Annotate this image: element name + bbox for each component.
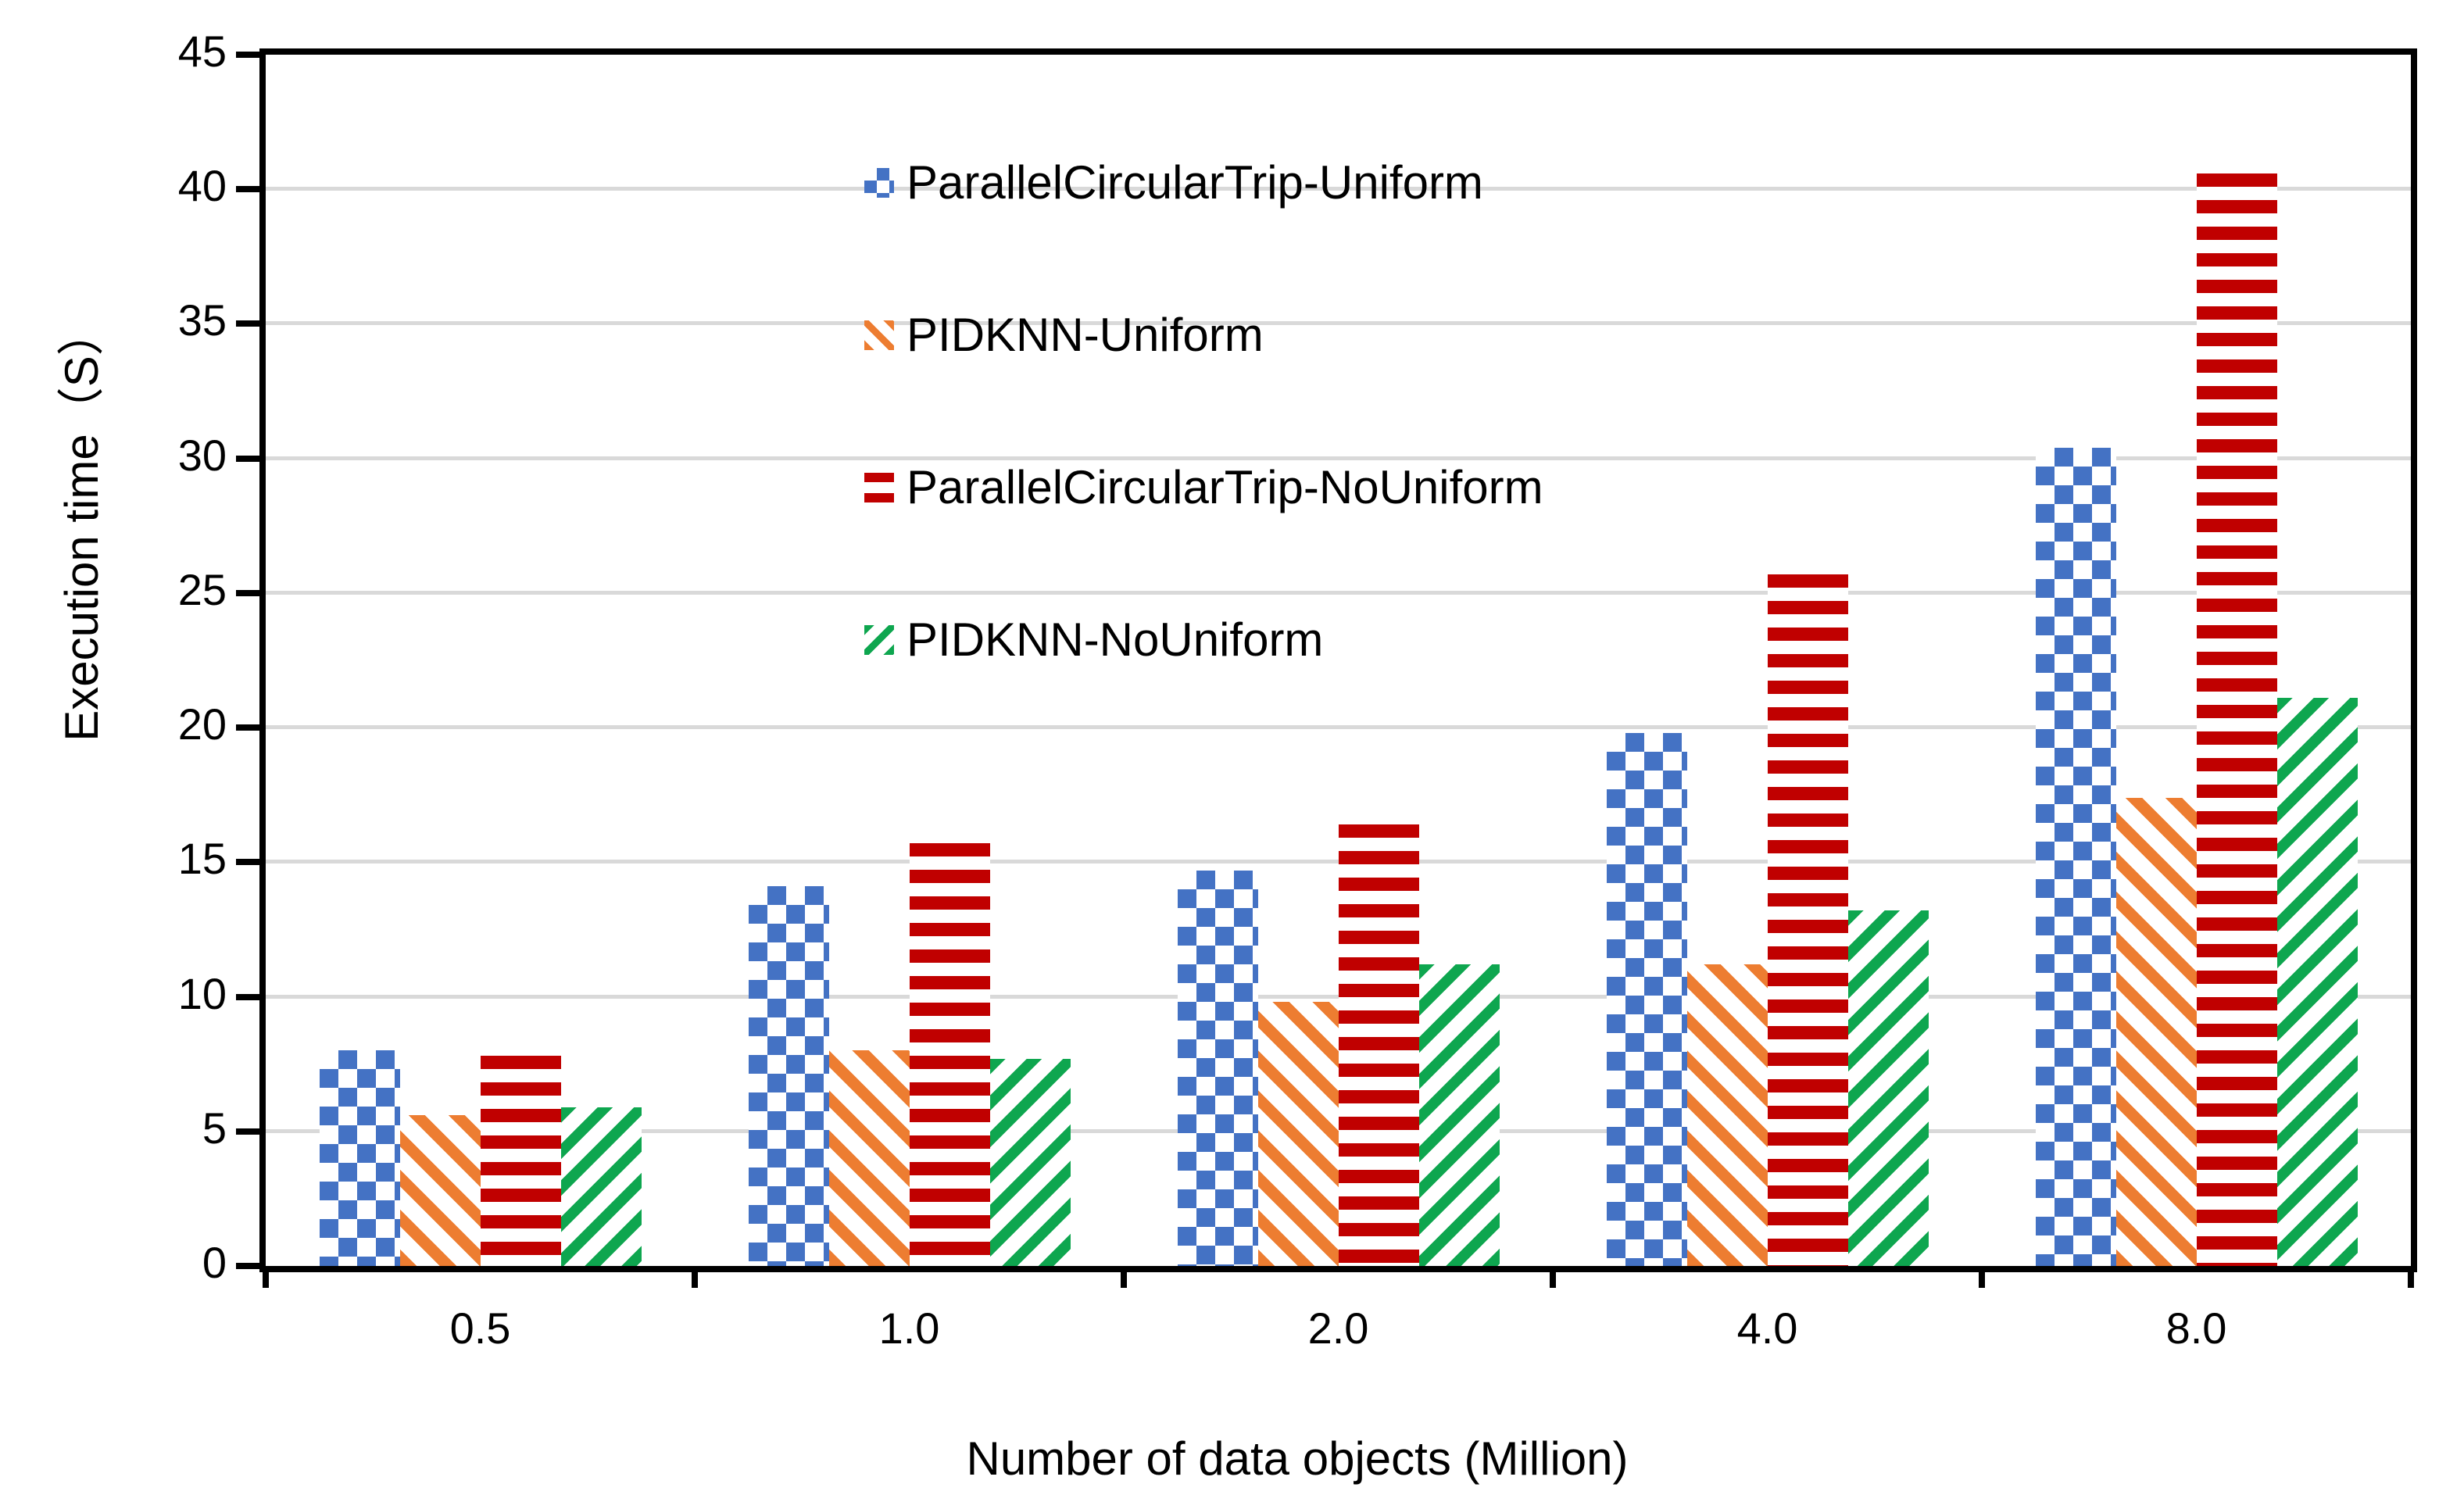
y-tickmark-0: [236, 1263, 259, 1269]
bar-PIDKNN-NoUniform-8.0: [2276, 698, 2358, 1266]
x-tick-label-2.0: 2.0: [1307, 1303, 1369, 1353]
plot-area: ParallelCircularTrip-Uniform PIDKNN-Unifo…: [259, 48, 2417, 1272]
bar-ParallelCircularTrip-NoUniform-8.0: [2196, 173, 2277, 1266]
y-tick-label-5: 5: [202, 1103, 227, 1153]
bar-ParallelCircularTrip-Uniform-2.0: [1177, 870, 1258, 1266]
gridline-35: [266, 321, 2411, 326]
x-axis-title: Number of data objects (Million): [966, 1432, 1629, 1485]
x-tick-label-1.0: 1.0: [878, 1303, 940, 1353]
y-tickmark-20: [236, 724, 259, 731]
legend-marker-diagonal-down-icon: [864, 320, 894, 350]
bar-ParallelCircularTrip-Uniform-0.5: [319, 1050, 400, 1266]
legend-item-PIDKNN-Uniform: PIDKNN-Uniform: [864, 309, 1264, 361]
bar-ParallelCircularTrip-NoUniform-4.0: [1767, 574, 1848, 1266]
y-tick-label-30: 30: [177, 430, 227, 480]
y-tick-label-20: 20: [177, 699, 227, 749]
bar-ParallelCircularTrip-NoUniform-2.0: [1338, 824, 1419, 1266]
bar-ParallelCircularTrip-NoUniform-0.5: [480, 1056, 561, 1266]
bar-PIDKNN-Uniform-2.0: [1257, 1002, 1339, 1266]
legend-marker-horizontal-icon: [864, 473, 894, 502]
legend-label: PIDKNN-Uniform: [907, 309, 1264, 361]
x-boundary-tickmark-3: [1550, 1266, 1556, 1288]
bar-ParallelCircularTrip-Uniform-4.0: [1606, 733, 1687, 1266]
legend-item-PIDKNN-NoUniform: PIDKNN-NoUniform: [864, 614, 1323, 666]
y-tick-label-10: 10: [177, 968, 227, 1018]
gridline-40: [266, 187, 2411, 191]
y-tickmark-25: [236, 589, 259, 596]
bar-PIDKNN-NoUniform-4.0: [1847, 910, 1929, 1266]
legend-item-ParallelCircularTrip-Uniform: ParallelCircularTrip-Uniform: [864, 157, 1483, 209]
bar-PIDKNN-Uniform-0.5: [399, 1115, 481, 1266]
gridline-20: [266, 725, 2411, 730]
x-boundary-tickmark-2: [1121, 1266, 1127, 1288]
y-tick-label-40: 40: [177, 161, 227, 211]
y-tick-label-35: 35: [177, 295, 227, 345]
gridline-30: [266, 456, 2411, 460]
bar-PIDKNN-NoUniform-0.5: [560, 1107, 642, 1266]
bar-ParallelCircularTrip-Uniform-8.0: [2035, 447, 2116, 1266]
y-tickmark-40: [236, 186, 259, 193]
y-tickmark-10: [236, 993, 259, 1000]
bar-ParallelCircularTrip-Uniform-1.0: [748, 886, 829, 1266]
bar-PIDKNN-Uniform-8.0: [2115, 797, 2197, 1266]
legend-label: ParallelCircularTrip-NoUniform: [907, 461, 1543, 513]
bar-PIDKNN-Uniform-4.0: [1686, 964, 1768, 1266]
gridline-25: [266, 590, 2411, 595]
x-tick-label-0.5: 0.5: [449, 1303, 511, 1353]
x-tick-label-4.0: 4.0: [1736, 1303, 1798, 1353]
y-tickmark-45: [236, 52, 259, 58]
x-boundary-tickmark-0: [263, 1266, 269, 1288]
legend-item-ParallelCircularTrip-NoUniform: ParallelCircularTrip-NoUniform: [864, 462, 1543, 513]
bar-PIDKNN-NoUniform-2.0: [1418, 964, 1500, 1266]
x-boundary-tickmark-4: [1979, 1266, 1985, 1288]
x-boundary-tickmark-5: [2408, 1266, 2414, 1288]
legend-label: PIDKNN-NoUniform: [907, 613, 1324, 666]
y-tickmark-30: [236, 455, 259, 462]
legend-marker-checker-icon: [864, 168, 894, 198]
bar-PIDKNN-Uniform-1.0: [828, 1050, 910, 1266]
y-tickmark-15: [236, 859, 259, 866]
legend-label: ParallelCircularTrip-Uniform: [907, 156, 1483, 209]
legend-marker-diagonal-up-icon: [864, 625, 894, 655]
y-tickmark-5: [236, 1128, 259, 1135]
y-tick-label-15: 15: [177, 834, 227, 884]
y-tick-label-25: 25: [177, 564, 227, 614]
x-tick-label-8.0: 8.0: [2165, 1303, 2227, 1353]
y-axis-title: Execution time（S）: [55, 309, 108, 742]
bar-PIDKNN-NoUniform-1.0: [989, 1058, 1071, 1266]
y-tickmark-35: [236, 320, 259, 327]
x-boundary-tickmark-1: [692, 1266, 698, 1288]
y-tick-label-45: 45: [177, 27, 227, 76]
y-tick-label-0: 0: [202, 1238, 227, 1287]
bar-ParallelCircularTrip-NoUniform-1.0: [909, 843, 990, 1266]
